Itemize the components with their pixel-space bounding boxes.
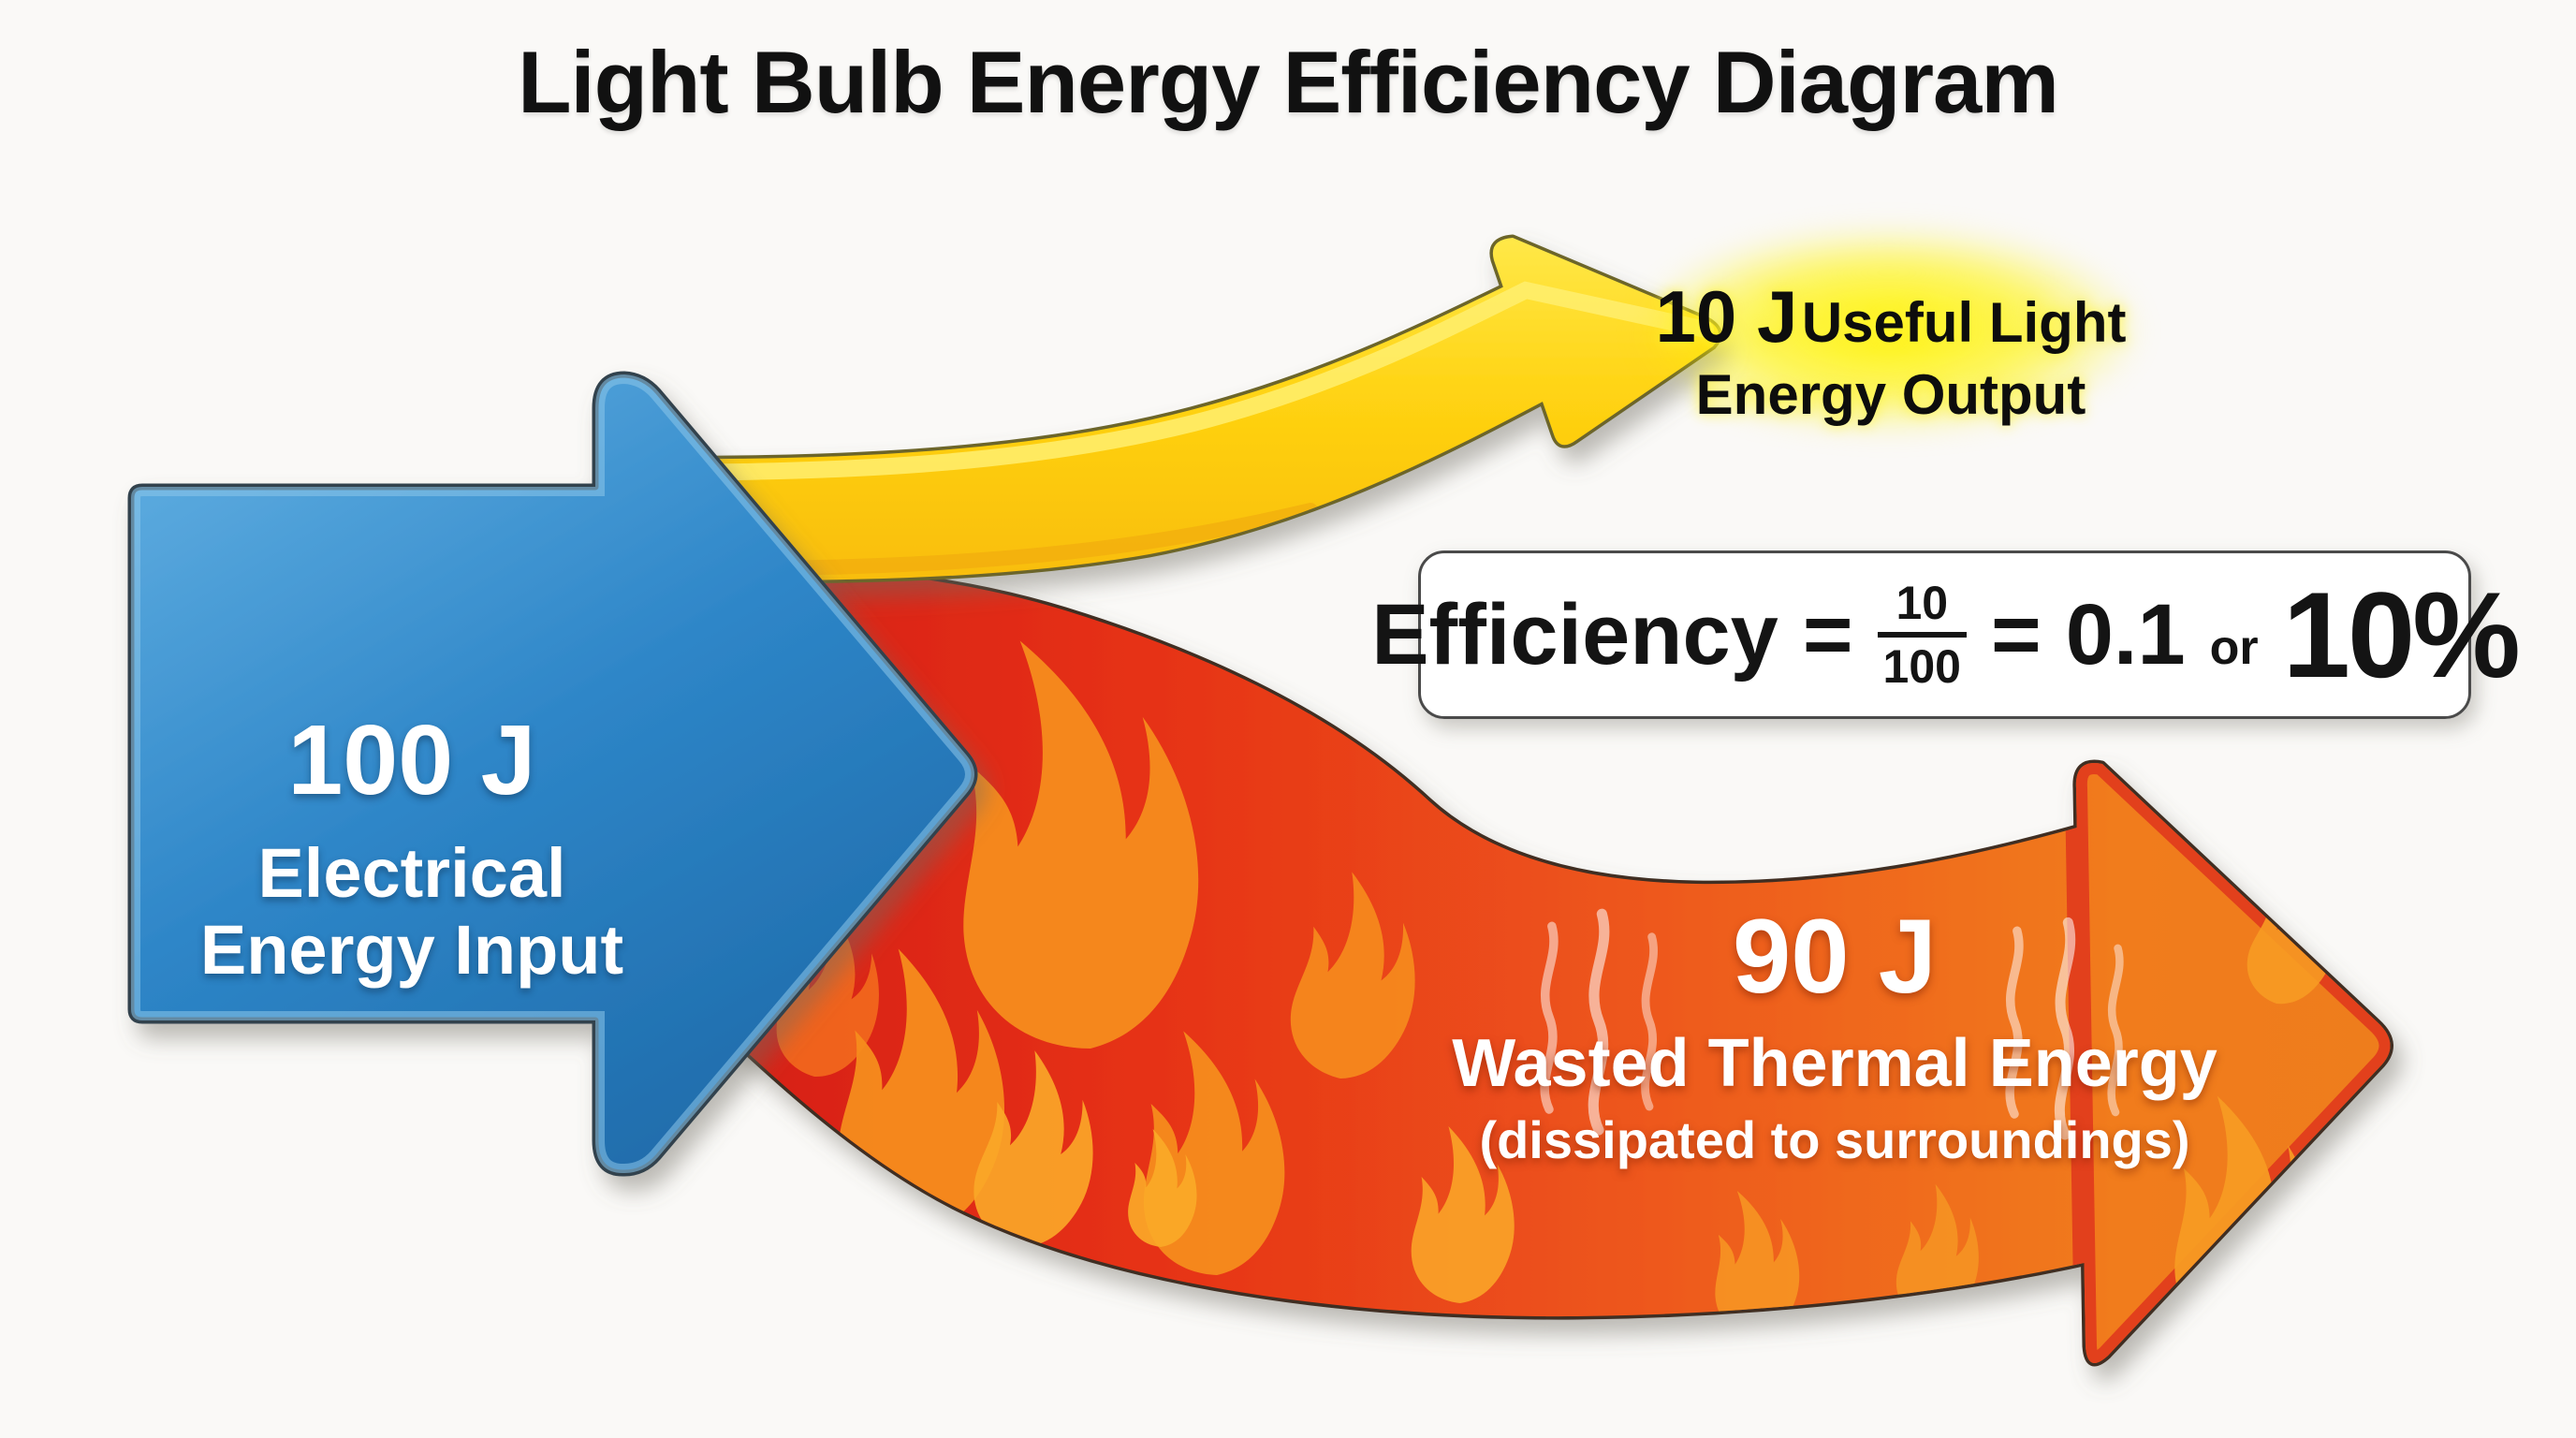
- thermal-energy-value: 90 J: [1733, 898, 1937, 1015]
- light-energy-value: 10 J: [1655, 275, 1798, 358]
- formula-fraction: 10 100: [1877, 577, 1967, 693]
- light-label-glow: [1633, 225, 2144, 435]
- input-label-line1: Electrical: [257, 834, 566, 913]
- fraction-denominator: 100: [1882, 640, 1961, 693]
- input-arrow-label: 100 J Electrical Energy Input: [122, 710, 702, 988]
- fraction-numerator: 10: [1895, 577, 1949, 629]
- light-label-rest: Useful Light: [1801, 291, 2127, 354]
- formula-conjunction: or: [2209, 621, 2259, 675]
- fraction-bar: [1877, 632, 1967, 638]
- thermal-label-line2: (dissipated to surroundings): [1479, 1110, 2190, 1169]
- thermal-label-line1: Wasted Thermal Energy: [1452, 1026, 2217, 1101]
- light-label-line2: Energy Output: [1695, 362, 2086, 426]
- formula-equals-1: =: [1802, 587, 1853, 682]
- input-label-line2: Energy Input: [199, 910, 624, 989]
- page-title: Light Bulb Energy Efficiency Diagram: [518, 33, 2059, 131]
- formula-lhs: Efficiency: [1371, 587, 1778, 682]
- input-energy-value: 100 J: [287, 705, 536, 815]
- light-arrow-label: 10 J Useful Light Energy Output: [1582, 273, 2200, 429]
- thermal-arrow-label: 90 J Wasted Thermal Energy (dissipated t…: [1442, 904, 2228, 1167]
- efficiency-formula-box: Efficiency = 10 100 = 0.1 or 10%: [1371, 550, 2521, 719]
- formula-percent: 10%: [2282, 566, 2521, 703]
- light-label-line1: 10 J Useful Light: [1582, 273, 2200, 361]
- formula-decimal: 0.1: [2065, 587, 2186, 682]
- formula-equals-2: =: [1990, 587, 2042, 682]
